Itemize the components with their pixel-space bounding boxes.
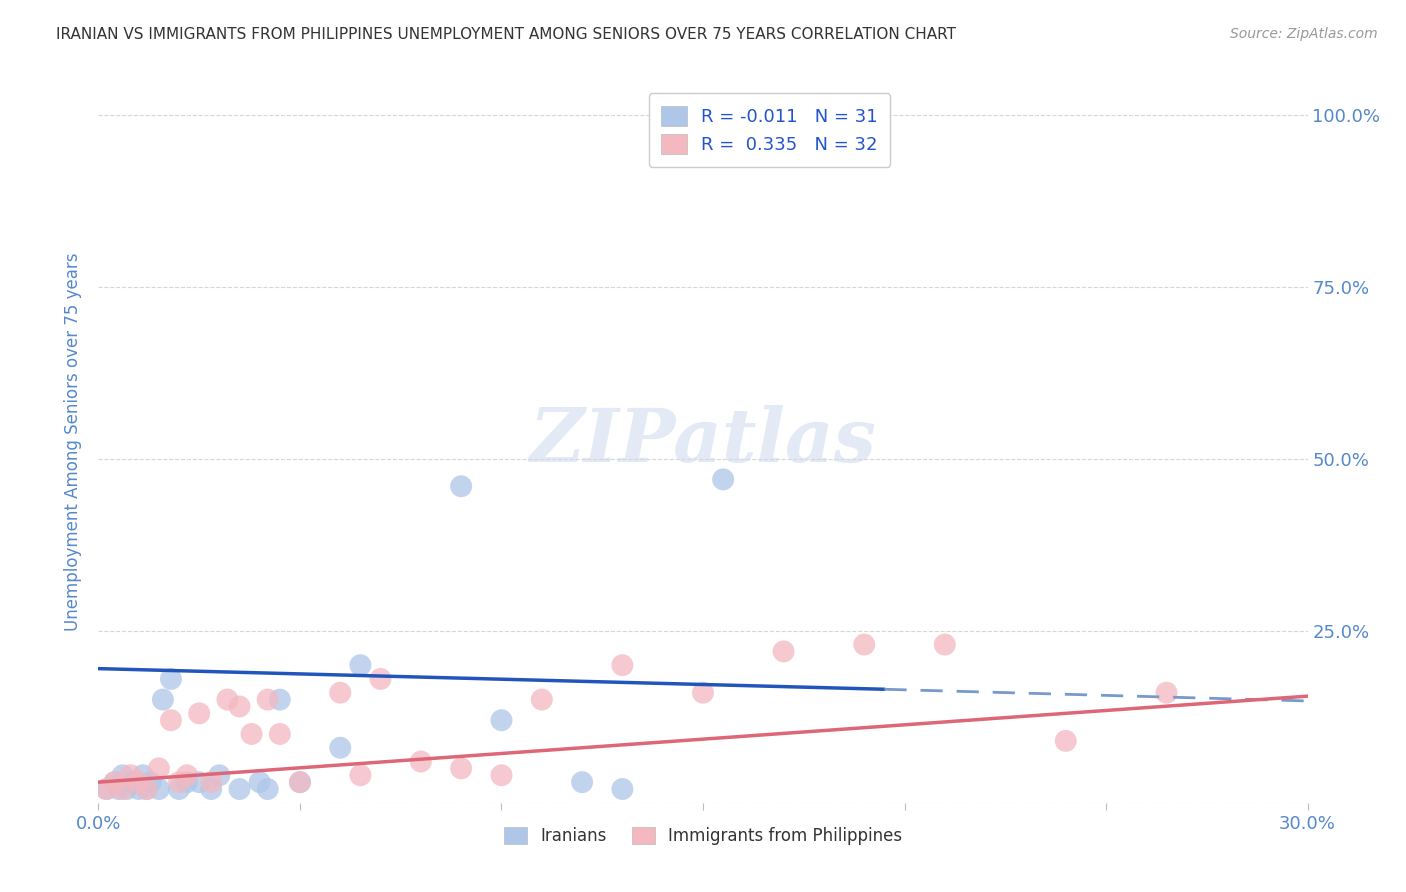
- Point: [128, 775, 150, 789]
- Point: [256, 782, 278, 797]
- Point: [96, 782, 118, 797]
- Point: [269, 692, 291, 706]
- Point: [176, 768, 198, 782]
- Point: [111, 768, 134, 782]
- Point: [135, 782, 157, 797]
- Point: [132, 768, 155, 782]
- Point: [1054, 734, 1077, 748]
- Point: [228, 699, 250, 714]
- Point: [208, 768, 231, 782]
- Point: [148, 782, 170, 797]
- Point: [370, 672, 392, 686]
- Point: [240, 727, 263, 741]
- Point: [269, 727, 291, 741]
- Point: [167, 782, 190, 797]
- Text: ZIPatlas: ZIPatlas: [530, 405, 876, 478]
- Point: [249, 775, 271, 789]
- Point: [772, 644, 794, 658]
- Point: [491, 768, 513, 782]
- Point: [571, 775, 593, 789]
- Point: [450, 761, 472, 775]
- Point: [176, 775, 198, 789]
- Point: [349, 768, 371, 782]
- Point: [711, 472, 734, 486]
- Point: [450, 479, 472, 493]
- Point: [115, 782, 138, 797]
- Text: IRANIAN VS IMMIGRANTS FROM PHILIPPINES UNEMPLOYMENT AMONG SENIORS OVER 75 YEARS : IRANIAN VS IMMIGRANTS FROM PHILIPPINES U…: [56, 27, 956, 42]
- Point: [120, 775, 142, 789]
- Point: [612, 658, 634, 673]
- Point: [329, 740, 352, 755]
- Point: [853, 638, 876, 652]
- Point: [167, 775, 190, 789]
- Y-axis label: Unemployment Among Seniors over 75 years: Unemployment Among Seniors over 75 years: [65, 252, 83, 631]
- Point: [103, 775, 125, 789]
- Point: [160, 713, 183, 727]
- Point: [107, 782, 129, 797]
- Point: [329, 686, 352, 700]
- Point: [934, 638, 956, 652]
- Point: [160, 672, 183, 686]
- Point: [128, 782, 150, 797]
- Point: [111, 782, 134, 797]
- Point: [288, 775, 311, 789]
- Point: [103, 775, 125, 789]
- Point: [1156, 686, 1178, 700]
- Point: [349, 658, 371, 673]
- Point: [188, 775, 211, 789]
- Text: Source: ZipAtlas.com: Source: ZipAtlas.com: [1230, 27, 1378, 41]
- Point: [152, 692, 174, 706]
- Point: [692, 686, 714, 700]
- Point: [288, 775, 311, 789]
- Legend: Iranians, Immigrants from Philippines: Iranians, Immigrants from Philippines: [503, 827, 903, 845]
- Point: [530, 692, 553, 706]
- Point: [612, 782, 634, 797]
- Point: [409, 755, 432, 769]
- Point: [135, 782, 157, 797]
- Point: [228, 782, 250, 797]
- Point: [256, 692, 278, 706]
- Point: [200, 782, 222, 797]
- Point: [120, 768, 142, 782]
- Point: [139, 775, 162, 789]
- Point: [148, 761, 170, 775]
- Point: [491, 713, 513, 727]
- Point: [200, 775, 222, 789]
- Point: [96, 782, 118, 797]
- Point: [217, 692, 239, 706]
- Point: [124, 775, 146, 789]
- Point: [188, 706, 211, 721]
